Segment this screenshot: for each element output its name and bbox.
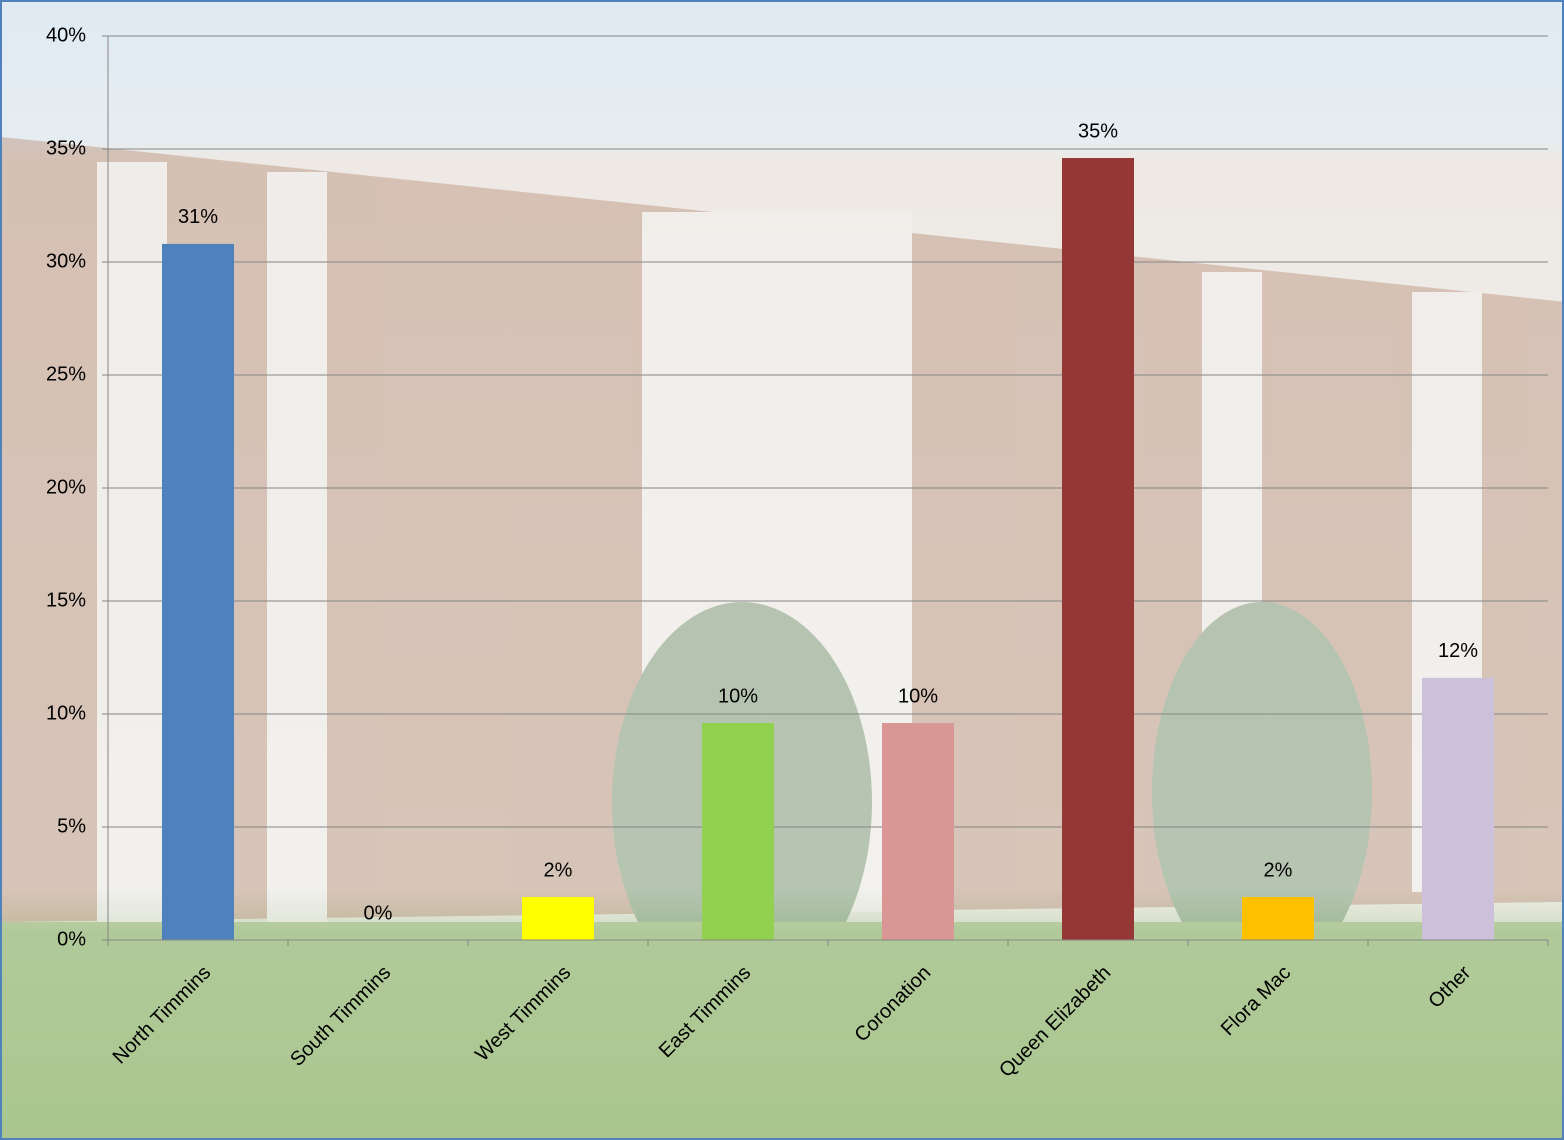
value-label: 12%	[1438, 640, 1478, 662]
value-label: 35%	[1078, 120, 1118, 142]
y-tick-label: 15%	[46, 589, 86, 611]
bar	[702, 723, 774, 940]
value-label: 0%	[364, 902, 393, 924]
value-label: 10%	[898, 685, 938, 707]
value-label: 31%	[178, 206, 218, 228]
value-label: 10%	[718, 685, 758, 707]
bar	[882, 723, 954, 940]
y-tick-label: 30%	[46, 250, 86, 272]
y-tick-label: 20%	[46, 476, 86, 498]
y-tick-label: 35%	[46, 137, 86, 159]
y-tick-label: 40%	[46, 24, 86, 46]
y-tick-label: 10%	[46, 702, 86, 724]
background	[2, 137, 1562, 1138]
bar	[1062, 158, 1134, 941]
bar	[1422, 677, 1494, 940]
y-tick-label: 25%	[46, 363, 86, 385]
bar	[522, 897, 594, 940]
value-label: 2%	[544, 859, 573, 881]
bar	[162, 243, 234, 941]
y-tick-label: 5%	[57, 815, 86, 837]
value-label: 2%	[1264, 859, 1293, 881]
bar	[1242, 897, 1314, 940]
y-tick-label: 0%	[57, 928, 86, 950]
